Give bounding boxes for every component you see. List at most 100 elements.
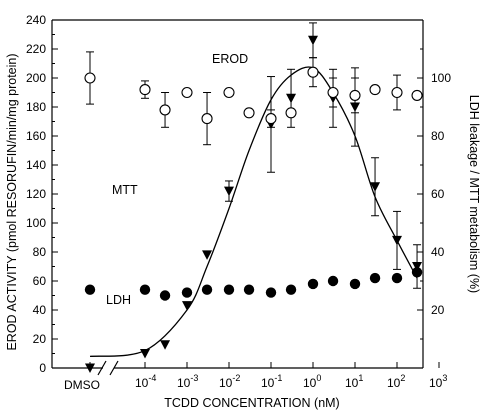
ldh-point xyxy=(223,284,235,295)
erod-point xyxy=(392,235,402,246)
series-label-erod: EROD xyxy=(212,52,248,66)
x-tick-label: 10-2 xyxy=(219,373,240,390)
mtt-point xyxy=(285,107,297,119)
erod-point xyxy=(224,186,234,197)
x-tick-base: 10 xyxy=(303,376,317,390)
ldh-point xyxy=(243,284,255,295)
erod-fit-curve xyxy=(89,66,418,358)
left-tick-label: 40 xyxy=(33,303,47,317)
error-bars xyxy=(86,22,422,289)
mtt-point xyxy=(349,89,361,101)
erod-point xyxy=(370,182,381,192)
left-tick-label: 0 xyxy=(39,361,46,375)
mtt-point xyxy=(181,86,193,99)
series-label-ldh: LDH xyxy=(106,293,131,307)
x-tick-base: 10 xyxy=(345,376,359,390)
mtt-point xyxy=(411,89,423,101)
x-tick-label: 10-1 xyxy=(261,373,282,390)
axes xyxy=(51,19,440,376)
left-tick-label: 160 xyxy=(26,129,46,143)
left-tick-label: 20 xyxy=(33,332,47,346)
left-axis-title: EROD ACTIVITY (pmol RESORUFIN/min/mg pro… xyxy=(5,53,19,350)
left-tick-label: 140 xyxy=(26,158,46,172)
erod-point xyxy=(202,250,213,260)
left-tick-label: 240 xyxy=(26,13,46,27)
labels: 0204060801001201401601802002202402040608… xyxy=(5,13,481,410)
x-tick-label: 103 xyxy=(429,373,447,390)
x-tick-base: 10 xyxy=(177,376,191,390)
x-tick-base: 10 xyxy=(429,376,443,390)
x-axis-title: TCDD CONCENTRATION (nM) xyxy=(164,396,339,410)
x-tick-label: 10-3 xyxy=(177,373,198,390)
mtt-point xyxy=(307,66,319,78)
x-tick-exponent: -3 xyxy=(190,373,198,383)
ldh-point xyxy=(327,275,339,287)
left-tick-label: 120 xyxy=(26,187,46,201)
x-tick-exponent: 2 xyxy=(400,373,405,383)
mtt-point xyxy=(369,84,381,96)
x-tick-exponent: -4 xyxy=(148,373,156,383)
x-tick-base: 10 xyxy=(387,376,401,390)
right-tick-label: 20 xyxy=(431,303,445,317)
mtt-point xyxy=(223,86,235,99)
ldh-point xyxy=(201,284,213,295)
mtt-point xyxy=(327,86,339,99)
mtt-point xyxy=(265,113,277,125)
x-control-label: DMSO xyxy=(64,378,100,392)
mtt-point xyxy=(243,107,255,119)
mtt-point xyxy=(139,84,151,96)
ldh-point xyxy=(265,287,277,298)
erod-point xyxy=(286,93,297,104)
ldh-point xyxy=(391,272,403,284)
x-tick-base: 10 xyxy=(219,376,233,390)
erod-point xyxy=(140,349,150,359)
x-tick-base: 10 xyxy=(261,376,275,390)
ldh-point xyxy=(285,284,297,295)
ldh-point xyxy=(139,284,151,295)
mtt-point xyxy=(159,104,171,116)
x-tick-exponent: 3 xyxy=(442,373,447,383)
ldh-point xyxy=(159,290,171,301)
left-tick-label: 180 xyxy=(26,100,46,114)
ldh-point xyxy=(307,278,319,290)
x-tick-label: 100 xyxy=(303,373,321,390)
erod-point xyxy=(350,102,360,112)
right-tick-label: 60 xyxy=(431,187,445,201)
x-tick-label: 102 xyxy=(387,373,405,390)
right-tick-label: 100 xyxy=(431,71,451,85)
axis-break-mark xyxy=(109,360,119,376)
axis-break-mark xyxy=(97,360,107,376)
x-tick-exponent: 1 xyxy=(358,373,363,383)
x-tick-exponent: -2 xyxy=(232,373,240,383)
ldh-point xyxy=(84,284,96,295)
x-tick-label: 10-4 xyxy=(135,373,156,390)
ldh-point xyxy=(411,267,423,278)
mtt-point xyxy=(84,72,96,84)
x-tick-exponent: -1 xyxy=(274,373,282,383)
curves xyxy=(89,66,418,358)
erod-point xyxy=(308,35,318,46)
left-tick-label: 220 xyxy=(26,42,46,56)
mtt-point xyxy=(201,113,213,125)
mtt-point xyxy=(391,86,403,99)
data-marks xyxy=(84,35,423,373)
ldh-point xyxy=(369,272,381,284)
erod-point xyxy=(160,340,171,350)
x-tick-exponent: 0 xyxy=(316,373,321,383)
erod-point xyxy=(182,301,192,311)
right-tick-label: 40 xyxy=(431,245,445,259)
left-tick-label: 200 xyxy=(26,71,46,85)
right-tick-label: 80 xyxy=(431,129,445,143)
left-tick-label: 100 xyxy=(26,216,46,230)
right-axis-title: LDH leakage / MTT metabolism (%) xyxy=(467,95,481,293)
series-label-mtt: MTT xyxy=(112,183,138,197)
x-tick-label: 101 xyxy=(345,373,363,390)
erod-point xyxy=(412,262,423,272)
left-tick-label: 60 xyxy=(33,274,47,288)
ldh-point xyxy=(181,287,193,298)
erod-point xyxy=(85,363,95,373)
x-tick-base: 10 xyxy=(135,376,149,390)
left-tick-label: 80 xyxy=(33,245,47,259)
ldh-point xyxy=(349,278,361,290)
